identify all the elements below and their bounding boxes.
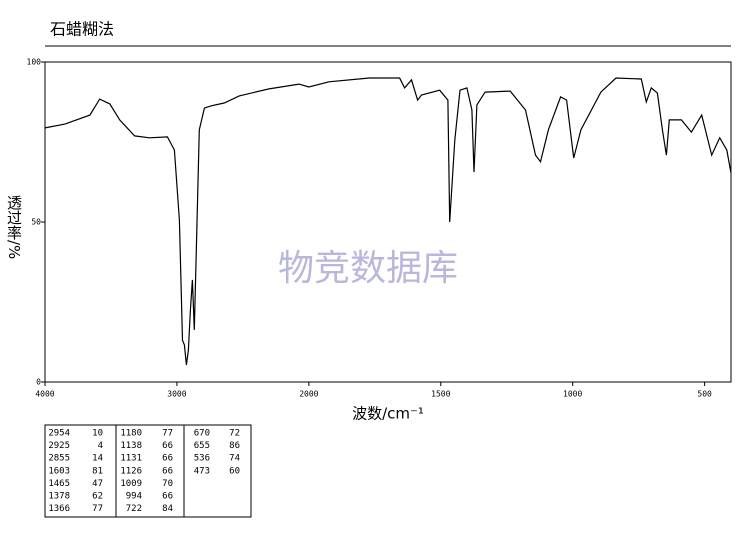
x-tick-label: 1000: [563, 390, 582, 399]
peak-transmittance: 14: [92, 454, 103, 464]
y-tick-label: 100: [27, 58, 42, 67]
peak-wavenumber: 1009: [120, 479, 142, 489]
x-tick-label: 4000: [35, 390, 54, 399]
plot-frame: [44, 61, 732, 383]
peak-wavenumber: 670: [194, 429, 210, 439]
peak-transmittance: 62: [92, 492, 103, 502]
peak-transmittance: 66: [162, 454, 173, 464]
peak-transmittance: 66: [162, 492, 173, 502]
peak-wavenumber: 2954: [48, 429, 70, 439]
peak-wavenumber: 2925: [48, 441, 70, 451]
peak-transmittance: 81: [92, 466, 103, 476]
peak-wavenumber: 2855: [48, 454, 70, 464]
peak-transmittance: 70: [162, 479, 173, 489]
peak-transmittance: 66: [162, 441, 173, 451]
peak-wavenumber: 722: [126, 504, 142, 514]
peak-transmittance: 4: [98, 441, 103, 451]
x-tick-label: 500: [697, 390, 712, 399]
peak-transmittance: 10: [92, 429, 103, 439]
peak-transmittance: 72: [229, 429, 240, 439]
peak-transmittance: 84: [162, 504, 173, 514]
peak-wavenumber: 1378: [48, 492, 70, 502]
watermark: 物竞数据库: [278, 248, 458, 289]
peak-wavenumber: 1465: [48, 479, 70, 489]
peak-wavenumber: 1131: [120, 454, 142, 464]
peak-wavenumber: 1180: [120, 429, 142, 439]
peak-transmittance: 74: [229, 454, 240, 464]
x-axis-label: 波数/cm⁻¹: [352, 405, 424, 423]
peak-transmittance: 77: [162, 429, 173, 439]
y-axis-label: 透过率/%: [5, 195, 23, 259]
y-tick-label: 50: [31, 218, 41, 227]
y-tick-label: 0: [36, 378, 41, 387]
peak-wavenumber: 655: [194, 441, 210, 451]
peak-table-frame: [44, 424, 252, 518]
x-tick-label: 3000: [167, 390, 186, 399]
peak-wavenumber: 473: [194, 466, 210, 476]
peak-transmittance: 77: [92, 504, 103, 514]
peak-transmittance: 60: [229, 466, 240, 476]
peak-wavenumber: 1138: [120, 441, 142, 451]
x-tick-label: 2000: [299, 390, 318, 399]
chart-title: 石蜡糊法: [50, 20, 114, 39]
x-tick-label: 1500: [431, 390, 450, 399]
spectrum-line: [44, 77, 732, 366]
peak-wavenumber: 1126: [120, 466, 142, 476]
peak-wavenumber: 994: [126, 492, 142, 502]
peak-transmittance: 66: [162, 466, 173, 476]
peak-transmittance: 47: [92, 479, 103, 489]
peak-wavenumber: 1366: [48, 504, 70, 514]
peak-transmittance: 86: [229, 441, 240, 451]
peak-wavenumber: 536: [194, 454, 210, 464]
peak-wavenumber: 1603: [48, 466, 70, 476]
